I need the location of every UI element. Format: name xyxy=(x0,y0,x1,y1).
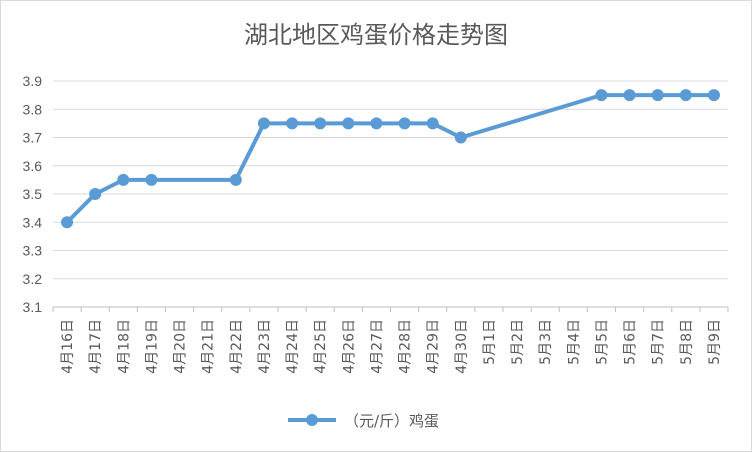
x-tick-label: 4月21日 xyxy=(201,319,217,374)
y-axis: 3.1 3.2 3.3 3.4 3.5 3.6 3.7 3.8 3.9 xyxy=(23,73,43,315)
data-point xyxy=(257,117,270,130)
data-point xyxy=(314,117,327,130)
x-tick-label: 5月2日 xyxy=(510,319,526,365)
legend: （元/斤）鸡蛋 xyxy=(288,412,439,430)
data-point xyxy=(89,188,102,200)
x-tick-label: 4月23日 xyxy=(257,319,273,374)
data-point xyxy=(454,131,467,144)
data-point xyxy=(651,89,664,102)
x-tick-label: 4月25日 xyxy=(313,319,329,374)
data-point xyxy=(398,117,411,130)
y-tick-label: 3.5 xyxy=(23,186,43,202)
data-point xyxy=(342,117,355,130)
x-tick-label: 5月6日 xyxy=(623,319,639,365)
x-tick-label: 4月26日 xyxy=(341,319,357,374)
x-tick-label: 4月28日 xyxy=(398,319,414,374)
x-tick-label: 4月16日 xyxy=(60,319,76,374)
data-point xyxy=(595,89,608,102)
x-tick-label: 4月20日 xyxy=(173,319,189,374)
y-tick-label: 3.2 xyxy=(23,271,43,287)
legend-marker xyxy=(306,414,318,426)
y-tick-label: 3.7 xyxy=(23,130,43,146)
series-layer xyxy=(61,89,720,229)
x-tick-label: 4月19日 xyxy=(144,319,160,374)
data-point xyxy=(229,173,242,186)
x-tick-label: 5月7日 xyxy=(651,319,667,365)
x-tick-label: 5月8日 xyxy=(679,319,695,365)
data-point xyxy=(426,117,439,130)
x-tick-label: 4月22日 xyxy=(229,319,245,374)
y-tick-label: 3.4 xyxy=(23,214,43,230)
x-tick-label: 5月9日 xyxy=(707,319,723,365)
x-tick-label: 5月4日 xyxy=(566,319,582,365)
x-tick-label: 4月29日 xyxy=(426,319,442,374)
y-tick-label: 3.8 xyxy=(23,101,43,117)
x-tick-label: 4月18日 xyxy=(116,319,132,374)
x-tick-label: 5月5日 xyxy=(594,319,610,365)
data-point xyxy=(61,216,74,229)
y-tick-label: 3.1 xyxy=(23,299,43,315)
gridlines xyxy=(53,80,728,308)
data-point xyxy=(286,117,299,130)
y-tick-label: 3.6 xyxy=(23,158,43,174)
data-point xyxy=(679,89,692,102)
chart-title: 湖北地区鸡蛋价格走势图 xyxy=(244,21,508,49)
y-tick-label: 3.9 xyxy=(23,73,43,89)
data-point xyxy=(707,89,720,102)
series-line xyxy=(65,93,716,225)
x-tick-label: 4月17日 xyxy=(88,319,104,374)
x-tick-label: 4月27日 xyxy=(369,319,385,374)
x-tick-label: 5月1日 xyxy=(482,319,498,365)
legend-label: （元/斤）鸡蛋 xyxy=(344,412,439,430)
x-tick-label: 5月3日 xyxy=(538,319,554,365)
x-tick-label: 4月30日 xyxy=(454,319,470,374)
y-tick-label: 3.3 xyxy=(23,243,43,259)
x-tick-label: 4月24日 xyxy=(285,319,301,374)
data-point xyxy=(623,89,636,102)
data-point xyxy=(370,117,383,130)
data-point xyxy=(145,173,158,186)
data-point xyxy=(117,173,130,186)
x-axis: 4月16日 4月17日 4月18日 4月19日 4月20日 4月21日 4月22日 4月23日… xyxy=(52,307,729,374)
